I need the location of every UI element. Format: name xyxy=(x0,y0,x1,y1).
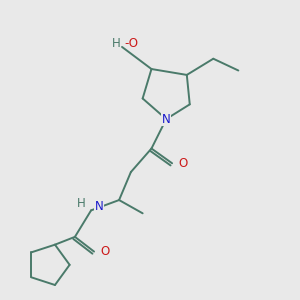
Text: H: H xyxy=(76,197,85,210)
Text: O: O xyxy=(100,245,110,258)
Text: N: N xyxy=(94,200,103,213)
Text: O: O xyxy=(178,157,188,170)
Text: H: H xyxy=(112,37,121,50)
Text: N: N xyxy=(162,112,171,126)
Text: -O: -O xyxy=(124,37,138,50)
